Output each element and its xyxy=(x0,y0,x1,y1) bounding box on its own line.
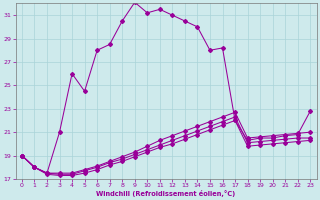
X-axis label: Windchill (Refroidissement éolien,°C): Windchill (Refroidissement éolien,°C) xyxy=(96,190,236,197)
